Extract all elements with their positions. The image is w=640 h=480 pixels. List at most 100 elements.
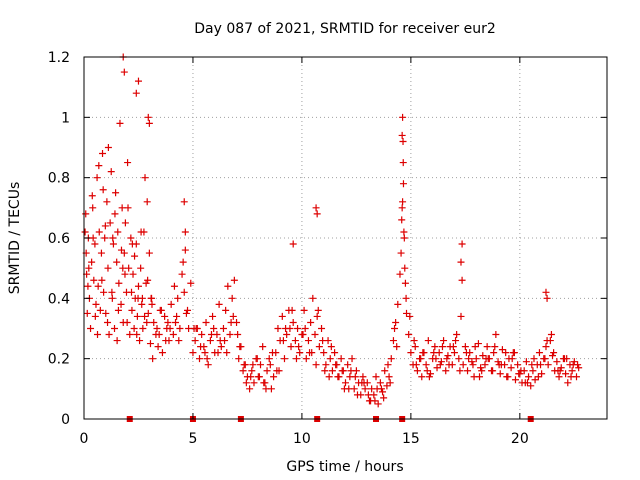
data-point: [405, 331, 413, 339]
data-point: [145, 249, 153, 257]
data-point: [304, 337, 312, 345]
data-point: [380, 394, 388, 402]
data-point: [97, 249, 105, 257]
data-point: [239, 367, 247, 375]
data-point: [132, 89, 140, 97]
data-point: [574, 361, 582, 369]
data-point: [121, 219, 129, 227]
data-point: [402, 294, 410, 302]
data-point: [262, 385, 270, 393]
data-point: [99, 186, 107, 194]
data-point: [114, 306, 122, 314]
data-point: [492, 331, 500, 339]
data-point: [166, 325, 174, 332]
x-tick-label: 20: [511, 431, 529, 447]
data-point: [440, 337, 448, 345]
data-point: [472, 355, 480, 363]
data-point: [178, 270, 186, 278]
data-point: [419, 349, 427, 357]
data-point: [538, 370, 546, 378]
data-point: [411, 343, 419, 351]
data-point: [111, 210, 119, 218]
data-point: [326, 355, 334, 363]
data-point: [180, 288, 188, 296]
data-point: [206, 337, 214, 345]
data-point: [457, 258, 465, 266]
data-point: [462, 349, 470, 357]
data-point: [338, 367, 346, 375]
data-point: [525, 373, 533, 381]
data-point: [515, 370, 523, 378]
data-point: [314, 306, 322, 314]
data-point: [445, 361, 453, 369]
data-point: [105, 331, 113, 339]
data-point: [564, 379, 572, 387]
data-point: [174, 294, 182, 302]
data-point: [130, 325, 138, 332]
data-point: [266, 361, 274, 369]
y-tick-label: 0.8: [48, 171, 70, 187]
data-point: [98, 276, 106, 284]
data-point: [387, 355, 395, 363]
data-point: [89, 204, 97, 212]
data-point: [389, 337, 397, 345]
data-point: [161, 312, 169, 320]
data-point: [223, 349, 231, 357]
data-point: [228, 294, 236, 302]
data-point: [384, 361, 392, 369]
data-point: [331, 349, 339, 357]
data-point: [104, 318, 112, 326]
data-point: [399, 180, 407, 188]
data-point: [442, 367, 450, 375]
data-point: [376, 379, 384, 387]
data-point: [279, 337, 287, 345]
data-point: [133, 312, 141, 320]
data-point: [90, 276, 98, 284]
y-tick-label: 0.4: [48, 291, 70, 307]
data-point: [344, 361, 352, 369]
data-point: [155, 331, 163, 339]
data-point: [436, 361, 444, 369]
data-point: [117, 300, 125, 308]
data-point: [170, 282, 178, 290]
data-point: [542, 343, 550, 351]
data-point: [116, 119, 124, 127]
data-point: [221, 337, 229, 345]
data-point: [312, 361, 320, 369]
data-point: [531, 376, 539, 384]
data-point: [381, 367, 389, 375]
data-point: [180, 198, 188, 206]
data-point: [379, 388, 387, 396]
data-point: [236, 343, 244, 351]
data-point: [438, 343, 446, 351]
data-point: [490, 349, 498, 357]
data-point: [527, 382, 535, 390]
data-point: [192, 325, 200, 332]
data-point: [283, 331, 291, 339]
data-point: [393, 343, 401, 351]
data-point: [372, 373, 380, 381]
data-point: [398, 204, 406, 212]
data-point: [325, 373, 333, 381]
data-point: [358, 379, 366, 387]
data-point: [453, 331, 461, 339]
data-point: [201, 349, 209, 357]
data-point: [348, 355, 356, 363]
data-point: [139, 325, 147, 332]
data-point: [312, 204, 320, 212]
data-point: [425, 373, 433, 381]
data-point: [361, 385, 369, 393]
data-point: [143, 318, 151, 326]
data-point: [302, 355, 310, 363]
data-point: [219, 325, 227, 332]
data-point: [242, 379, 250, 387]
data-point: [133, 331, 141, 339]
data-point: [562, 370, 570, 378]
data-point: [182, 309, 190, 317]
data-point: [289, 318, 297, 326]
data-point: [529, 367, 537, 375]
y-axis-ticks: 0 0.2 0.4 0.6 0.8 1 1.2: [48, 50, 607, 428]
data-point: [94, 282, 102, 290]
data-point: [128, 240, 136, 248]
